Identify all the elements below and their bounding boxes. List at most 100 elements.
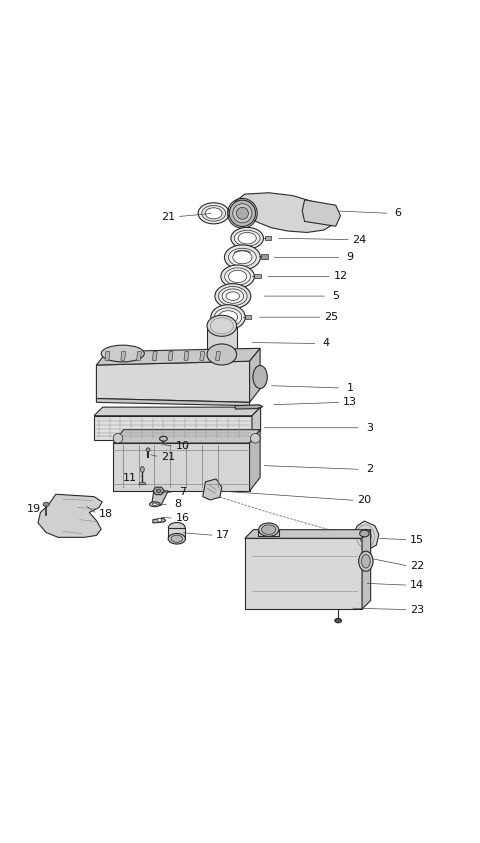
Polygon shape: [153, 352, 157, 360]
Text: 10: 10: [176, 442, 190, 451]
Ellipse shape: [153, 503, 157, 506]
Ellipse shape: [234, 230, 260, 246]
Ellipse shape: [238, 233, 256, 244]
Polygon shape: [96, 348, 260, 365]
Ellipse shape: [198, 203, 229, 224]
Ellipse shape: [218, 311, 238, 324]
Polygon shape: [362, 529, 371, 609]
Ellipse shape: [222, 289, 243, 303]
Polygon shape: [254, 274, 261, 278]
Text: 21: 21: [161, 212, 175, 222]
Ellipse shape: [231, 228, 264, 249]
Polygon shape: [261, 255, 268, 259]
Text: 7: 7: [179, 487, 186, 497]
Text: 14: 14: [410, 580, 424, 590]
Polygon shape: [152, 491, 168, 505]
Ellipse shape: [228, 271, 247, 282]
Text: 15: 15: [410, 534, 424, 545]
Text: 13: 13: [343, 397, 357, 407]
Text: 12: 12: [334, 271, 348, 282]
Ellipse shape: [253, 366, 267, 389]
Ellipse shape: [251, 433, 260, 443]
Text: 24: 24: [352, 234, 367, 244]
Ellipse shape: [237, 207, 248, 219]
Polygon shape: [207, 325, 237, 355]
Ellipse shape: [233, 204, 252, 223]
Ellipse shape: [221, 265, 254, 288]
Polygon shape: [38, 494, 102, 537]
Ellipse shape: [207, 315, 237, 336]
Ellipse shape: [361, 555, 370, 568]
Polygon shape: [245, 529, 371, 539]
Ellipse shape: [207, 344, 237, 365]
Ellipse shape: [215, 308, 241, 326]
Polygon shape: [245, 314, 252, 319]
Polygon shape: [250, 348, 260, 402]
Polygon shape: [168, 528, 185, 539]
Ellipse shape: [171, 535, 182, 542]
Polygon shape: [113, 443, 250, 491]
Ellipse shape: [215, 283, 251, 309]
Ellipse shape: [205, 208, 222, 219]
Polygon shape: [96, 361, 250, 402]
Text: 21: 21: [161, 452, 175, 462]
Ellipse shape: [113, 433, 123, 443]
Ellipse shape: [101, 345, 144, 362]
Text: 20: 20: [358, 496, 372, 506]
Text: 6: 6: [395, 208, 401, 218]
Text: 9: 9: [347, 252, 354, 262]
Text: 3: 3: [366, 422, 373, 432]
Text: 5: 5: [332, 291, 339, 301]
Polygon shape: [302, 200, 340, 226]
Polygon shape: [252, 407, 261, 440]
Text: 8: 8: [174, 499, 181, 509]
Text: 4: 4: [323, 339, 330, 348]
Ellipse shape: [226, 292, 240, 300]
Ellipse shape: [43, 502, 49, 507]
Text: 17: 17: [216, 530, 230, 540]
Text: 2: 2: [366, 464, 373, 475]
Ellipse shape: [262, 525, 276, 534]
Text: 18: 18: [99, 509, 113, 519]
Polygon shape: [153, 518, 166, 523]
Text: 11: 11: [123, 473, 137, 483]
Ellipse shape: [225, 268, 251, 285]
Polygon shape: [153, 487, 164, 495]
Polygon shape: [216, 352, 220, 360]
Polygon shape: [137, 352, 142, 360]
Ellipse shape: [159, 437, 167, 441]
Polygon shape: [354, 521, 379, 550]
Ellipse shape: [218, 287, 247, 306]
Text: 16: 16: [176, 513, 190, 524]
Polygon shape: [250, 430, 260, 491]
Polygon shape: [121, 352, 126, 360]
Polygon shape: [200, 352, 204, 360]
Text: 22: 22: [410, 561, 424, 571]
Polygon shape: [184, 352, 189, 360]
Ellipse shape: [233, 251, 252, 264]
Ellipse shape: [360, 529, 371, 544]
Text: 23: 23: [410, 604, 424, 615]
Polygon shape: [203, 479, 222, 500]
Polygon shape: [245, 539, 362, 609]
Ellipse shape: [229, 200, 255, 227]
Polygon shape: [168, 352, 173, 360]
Ellipse shape: [335, 619, 341, 623]
Text: 1: 1: [347, 383, 354, 393]
Ellipse shape: [202, 206, 226, 221]
Ellipse shape: [150, 502, 160, 507]
Polygon shape: [258, 529, 279, 536]
Ellipse shape: [359, 551, 373, 572]
Polygon shape: [96, 399, 250, 405]
Ellipse shape: [360, 530, 369, 537]
Polygon shape: [265, 236, 271, 239]
Ellipse shape: [156, 489, 161, 492]
Polygon shape: [235, 193, 336, 233]
Polygon shape: [235, 405, 263, 409]
Polygon shape: [139, 482, 146, 485]
Ellipse shape: [141, 466, 144, 472]
Ellipse shape: [225, 245, 260, 270]
Ellipse shape: [211, 304, 245, 330]
Ellipse shape: [228, 248, 256, 266]
Polygon shape: [105, 352, 110, 360]
